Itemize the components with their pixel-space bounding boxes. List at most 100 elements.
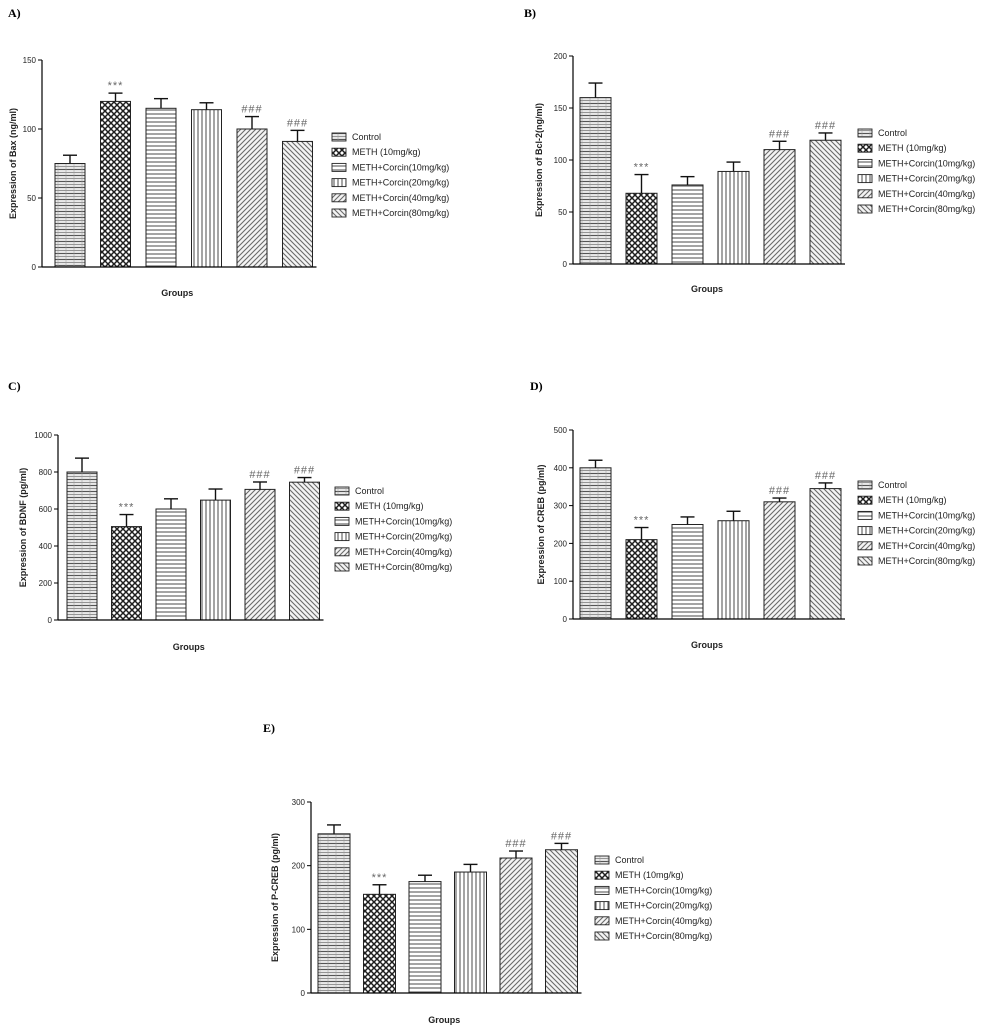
- y-tick-label-3: 300: [554, 502, 568, 511]
- chart-svg-e: E) Expression of P-CREB (pg/ml) *** ### ### 0…: [263, 721, 712, 1025]
- bar-2: [111, 526, 142, 621]
- bar-2: [625, 192, 658, 265]
- panel-label: E): [263, 721, 275, 735]
- chart-svg-c: C) Expression of BDNF (pg/ml) *** ### ### 0 20…: [8, 379, 452, 652]
- legend-entry-3: METH+Corcin(10mg/kg): [352, 162, 449, 172]
- legend-entry-2: METH (10mg/kg): [352, 147, 421, 157]
- panel-label: A): [8, 6, 21, 20]
- legend-entry-1: Control: [352, 132, 381, 142]
- bar-6: [282, 140, 313, 268]
- bar-1: [66, 471, 98, 621]
- y-axis-title: Expression of BDNF (pg/ml): [18, 468, 28, 588]
- legend-swatch-2: [334, 501, 350, 511]
- legend-entry-6: METH+Corcin(80mg/kg): [878, 556, 975, 566]
- legend-swatch-3: [857, 158, 873, 168]
- legend-entry-3: METH+Corcin(10mg/kg): [878, 158, 975, 168]
- bar-4: [191, 109, 222, 268]
- legend: Control METH (10mg/kg) METH+Corcin(10mg/kg…: [857, 480, 975, 566]
- y-tick-label-0: 0: [563, 260, 568, 269]
- legend-swatch-4: [331, 178, 347, 188]
- legend-entry-4: METH+Corcin(20mg/kg): [878, 526, 975, 536]
- legend-swatch-5: [331, 193, 347, 203]
- legend-swatch-4: [857, 174, 873, 184]
- y-tick-label-1: 200: [39, 579, 53, 588]
- chart-panel-bdnf: C) Expression of BDNF (pg/ml) *** ### ### 0 20…: [0, 370, 500, 670]
- legend-swatch-2: [331, 147, 347, 157]
- bar-2: [100, 100, 131, 268]
- legend-swatch-1: [334, 486, 350, 496]
- legend-entry-5: METH+Corcin(40mg/kg): [352, 193, 449, 203]
- legend-entry-2: METH (10mg/kg): [355, 501, 424, 511]
- significance-label-5: ###: [769, 485, 790, 497]
- chart-panel-bcl2: B) Expression of Bcl-2(ng/ml) *** ### ### 0 50…: [500, 0, 1000, 320]
- significance-label-6: ###: [551, 830, 572, 842]
- legend-entry-6: METH+Corcin(80mg/kg): [878, 204, 975, 214]
- y-tick-label-5: 500: [554, 426, 568, 435]
- bar-2: [363, 893, 396, 994]
- legend-entry-1: Control: [878, 480, 907, 490]
- legend-swatch-6: [857, 204, 873, 214]
- y-tick-label-5: 1000: [34, 431, 52, 440]
- x-axis-title: Groups: [691, 640, 723, 650]
- significance-label-6: ###: [294, 465, 315, 477]
- y-axis-title: Expression of Bax (ng/ml): [8, 108, 18, 219]
- y-tick-label-3: 600: [39, 505, 53, 514]
- legend-entry-5: METH+Corcin(40mg/kg): [615, 916, 712, 926]
- legend-entry-4: METH+Corcin(20mg/kg): [352, 178, 449, 188]
- y-tick-label-2: 400: [39, 542, 53, 551]
- legend-swatch-1: [594, 855, 610, 865]
- y-tick-label-4: 400: [554, 464, 568, 473]
- bar-6: [545, 849, 578, 994]
- significance-label-2: ***: [119, 502, 135, 514]
- legend-entry-2: METH (10mg/kg): [615, 870, 684, 880]
- bar-3: [155, 508, 187, 621]
- legend-swatch-2: [594, 870, 610, 880]
- panel-label: B): [524, 6, 536, 20]
- legend-entry-5: METH+Corcin(40mg/kg): [878, 541, 975, 551]
- bar-6: [289, 481, 320, 621]
- legend-entry-3: METH+Corcin(10mg/kg): [615, 885, 712, 895]
- legend-entry-2: METH (10mg/kg): [878, 495, 947, 505]
- y-tick-label-2: 100: [23, 125, 37, 134]
- y-tick-label-3: 300: [292, 798, 306, 807]
- legend-swatch-1: [331, 132, 347, 142]
- y-tick-label-0: 0: [48, 616, 53, 625]
- legend-swatch-6: [334, 562, 350, 572]
- legend-entry-6: METH+Corcin(80mg/kg): [352, 208, 449, 218]
- chart-svg-d: D) Expression of CREB (pg/ml) *** ### ### 0 10…: [530, 379, 975, 650]
- legend-swatch-5: [334, 547, 350, 557]
- chart-svg-b: B) Expression of Bcl-2(ng/ml) *** ### ### 0 50…: [524, 6, 975, 294]
- legend-entry-6: METH+Corcin(80mg/kg): [615, 931, 712, 941]
- chart-svg-a: A) Expression of Bax (ng/ml) *** ### ### 0 50 1…: [8, 6, 449, 298]
- y-tick-label-2: 100: [554, 156, 568, 165]
- y-tick-label-3: 150: [554, 104, 568, 113]
- panel-label: D): [530, 379, 543, 393]
- x-axis-title: Groups: [173, 642, 205, 652]
- legend: Control METH (10mg/kg) METH+Corcin(10mg/kg…: [594, 855, 712, 941]
- legend-swatch-4: [594, 901, 610, 911]
- bar-5: [763, 149, 796, 265]
- significance-label-2: ***: [372, 872, 388, 884]
- bar-4: [454, 871, 487, 994]
- legend-entry-3: METH+Corcin(10mg/kg): [878, 510, 975, 520]
- significance-label-6: ###: [815, 470, 836, 482]
- bar-2: [625, 539, 658, 620]
- legend-swatch-3: [334, 516, 350, 526]
- bar-4: [717, 170, 750, 265]
- legend-entry-5: METH+Corcin(40mg/kg): [878, 189, 975, 199]
- y-tick-label-1: 100: [554, 577, 568, 586]
- legend-swatch-1: [857, 480, 873, 490]
- legend-entry-1: Control: [615, 855, 644, 865]
- bar-1: [579, 97, 612, 265]
- legend: Control METH (10mg/kg) METH+Corcin(10mg/kg…: [331, 132, 449, 218]
- y-tick-label-2: 200: [292, 862, 306, 871]
- bar-5: [763, 501, 796, 620]
- legend-swatch-3: [857, 510, 873, 520]
- legend-entry-4: METH+Corcin(20mg/kg): [355, 532, 452, 542]
- legend: Control METH (10mg/kg) METH+Corcin(10mg/kg…: [334, 486, 452, 572]
- bar-3: [671, 184, 704, 265]
- legend-swatch-4: [857, 526, 873, 536]
- legend-swatch-6: [594, 931, 610, 941]
- bar-1: [317, 833, 351, 994]
- y-tick-label-4: 800: [39, 468, 53, 477]
